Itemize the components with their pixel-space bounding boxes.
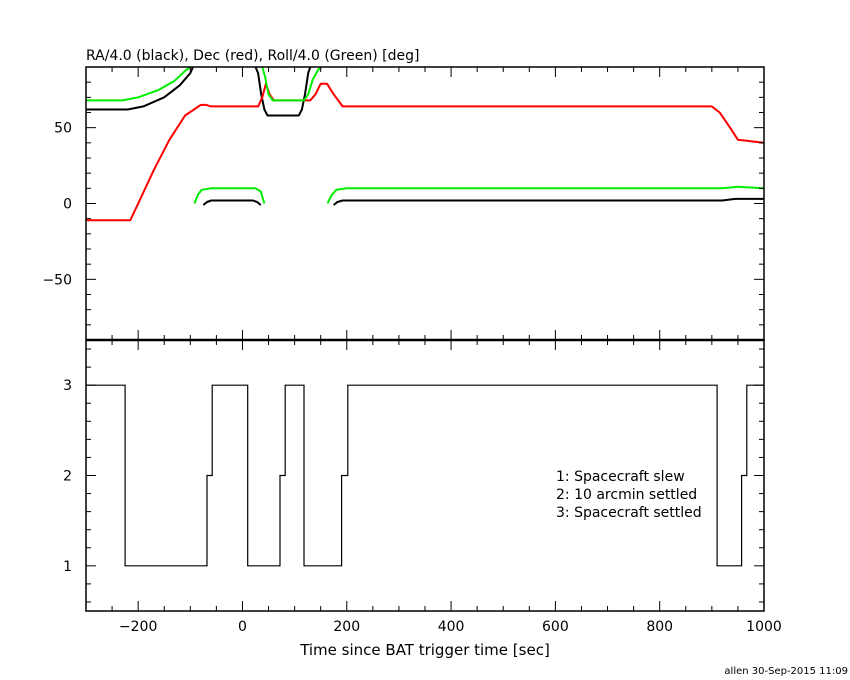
- settle-series-group: [86, 384, 764, 567]
- settle-legend: 1: Spacecraft slew 2: 10 arcmin settled 3:…: [556, 469, 702, 521]
- attitude-series-2-segment-1: [261, 67, 322, 102]
- x-tick-label: 800: [646, 619, 673, 635]
- settle-panel: −200 0 200 400 600 800 1000 1 2 3 1: Spacecraft s…: [63, 339, 782, 659]
- attitude-ticks: −50 0 50: [42, 66, 765, 341]
- settle-y-tick-label: 2: [63, 469, 72, 485]
- x-tick-label: −200: [119, 619, 157, 635]
- attitude-y-tick-label: 50: [54, 121, 72, 137]
- footer-stamp: allen 30-Sep-2015 11:09: [724, 666, 848, 677]
- legend-entry-2: 2: 10 arcmin settled: [556, 487, 697, 503]
- attitude-series-0-segment-3: [333, 197, 764, 206]
- settle-series-0: [86, 384, 764, 567]
- x-tick-label: 200: [333, 619, 360, 635]
- attitude-panel: RA/4.0 (black), Dec (red), Roll/4.0 (Gre…: [42, 48, 765, 341]
- x-tick-label: 1000: [746, 619, 782, 635]
- attitude-series-2-segment-0: [86, 67, 191, 102]
- attitude-series-0-segment-0: [86, 67, 194, 111]
- legend-entry-3: 3: Spacecraft settled: [556, 505, 702, 521]
- settle-y-tick-label: 1: [63, 559, 72, 575]
- attitude-panel-title: RA/4.0 (black), Dec (red), Roll/4.0 (Gre…: [86, 48, 419, 64]
- x-tick-label: 400: [438, 619, 465, 635]
- attitude-series-0-segment-2: [202, 199, 262, 206]
- settle-ticks: −200 0 200 400 600 800 1000 1 2 3: [63, 340, 782, 635]
- x-axis-label: Time since BAT trigger time [sec]: [299, 641, 550, 659]
- attitude-y-tick-label: 0: [63, 197, 72, 213]
- attitude-series-0-segment-1: [254, 67, 312, 117]
- legend-entry-1: 1: Spacecraft slew: [556, 469, 685, 485]
- x-tick-label: 0: [238, 619, 247, 635]
- attitude-series-group: [86, 67, 764, 222]
- x-tick-label: 600: [542, 619, 569, 635]
- settle-y-tick-label: 3: [63, 378, 72, 394]
- attitude-series-2-segment-2: [193, 187, 266, 204]
- attitude-y-tick-label: −50: [42, 272, 72, 288]
- attitude-series-2-segment-3: [326, 185, 764, 204]
